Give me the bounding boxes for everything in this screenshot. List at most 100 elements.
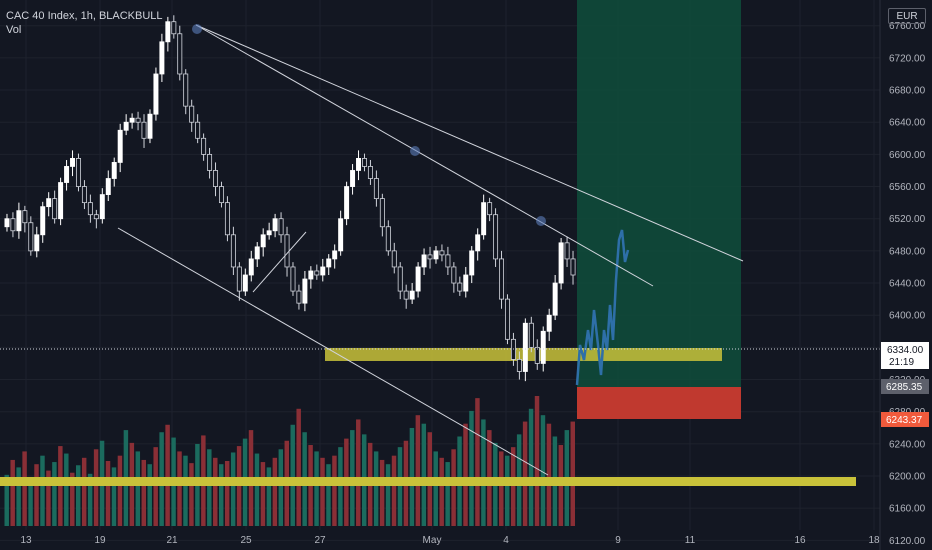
candle <box>302 270 308 312</box>
time-tick-label: 13 <box>20 535 32 546</box>
candle <box>213 162 219 197</box>
volume-bar <box>219 464 224 526</box>
trendline-upper-2[interactable] <box>195 24 654 287</box>
price-axis[interactable]: 6120.006160.006200.006240.006280.006320.… <box>879 0 926 550</box>
volume-bars <box>4 396 575 526</box>
candle <box>70 150 76 177</box>
volume-bar <box>505 455 510 526</box>
volume-bar <box>147 464 152 526</box>
candle <box>34 226 40 258</box>
volume-bar <box>153 447 158 526</box>
candle <box>373 170 379 207</box>
volume-bar <box>260 462 266 526</box>
candle <box>99 188 105 224</box>
candle <box>159 33 165 83</box>
last-price-text: 6334.00 <box>887 345 924 356</box>
candle <box>52 190 58 224</box>
trendline-upper-1[interactable] <box>195 24 744 262</box>
candle <box>534 339 540 370</box>
candle <box>260 228 266 257</box>
candle <box>367 160 373 185</box>
candle <box>457 276 463 296</box>
price-tick-label: 6760.00 <box>889 21 926 32</box>
volume-bar <box>76 465 81 526</box>
candle <box>314 264 320 280</box>
volume-bar <box>40 455 45 526</box>
candle <box>504 294 510 345</box>
candle <box>254 242 260 267</box>
time-tick-label: 19 <box>94 535 106 546</box>
candle <box>10 212 16 238</box>
candle <box>165 16 171 52</box>
candle <box>397 262 403 300</box>
volume-bar <box>236 446 242 526</box>
trend-lines[interactable] <box>117 24 744 476</box>
candle <box>201 133 207 161</box>
candle <box>248 250 254 282</box>
candle <box>338 210 344 256</box>
volume-bar <box>70 472 75 526</box>
candle <box>81 180 87 210</box>
candle <box>421 248 427 275</box>
candle <box>105 170 111 202</box>
volume-bar <box>314 451 319 526</box>
volume-bar <box>165 424 170 526</box>
volume-bar <box>570 421 575 526</box>
volume-bar <box>481 419 486 526</box>
volume-bar <box>177 451 182 526</box>
volume-bar <box>463 423 468 526</box>
candle <box>528 316 534 353</box>
volume-bar <box>469 410 474 526</box>
level-stop-text: 6243.37 <box>886 415 923 426</box>
price-tick-label: 6200.00 <box>889 472 926 483</box>
volume-bar <box>373 451 379 526</box>
long-position-profit-zone[interactable] <box>577 0 741 387</box>
volume-bar <box>135 451 141 526</box>
trendline-short[interactable] <box>252 231 307 293</box>
price-tick-label: 6120.00 <box>889 536 926 547</box>
symbol-title[interactable]: CAC 40 Index, 1h, BLACKBULL <box>6 10 163 22</box>
volume-bar <box>87 473 93 526</box>
volume-bar <box>451 449 456 526</box>
candle <box>493 208 499 267</box>
volume-bar <box>332 455 337 526</box>
volume-bar <box>421 423 427 526</box>
volume-bar <box>28 479 33 526</box>
volume-bar <box>338 447 343 526</box>
price-label-low: 6285.35 <box>881 379 929 394</box>
candle <box>177 25 183 81</box>
currency-badge[interactable]: EUR <box>888 8 926 24</box>
candle <box>28 216 34 256</box>
candle <box>385 220 391 256</box>
volume-bar <box>189 463 194 526</box>
candle <box>558 238 564 290</box>
pivot-marker-1[interactable] <box>192 24 202 34</box>
time-axis[interactable]: 13 19 21 25 27 May 4 9 11 16 18 <box>20 535 880 546</box>
time-tick-label: 16 <box>794 535 806 546</box>
pivot-marker-3[interactable] <box>536 216 546 226</box>
volume-bar <box>111 467 117 526</box>
candle <box>481 194 487 240</box>
candle <box>272 213 278 238</box>
candle <box>93 209 99 229</box>
candle <box>439 244 445 262</box>
pivot-marker-2[interactable] <box>410 146 420 156</box>
candle <box>171 15 177 39</box>
volume-bar <box>64 453 69 526</box>
volume-bar <box>433 451 438 526</box>
trendline-lower[interactable] <box>117 227 549 476</box>
candle <box>409 283 415 304</box>
volume-bar <box>207 449 212 526</box>
volume-indicator-label[interactable]: Vol <box>6 24 22 36</box>
candle <box>344 181 350 226</box>
time-tick-label: 21 <box>166 535 178 546</box>
support-zone-lower[interactable] <box>0 477 856 486</box>
volume-bar <box>183 455 188 526</box>
price-tick-label: 6720.00 <box>889 53 926 64</box>
candle <box>46 192 52 217</box>
candle <box>320 258 326 282</box>
volume-bar <box>290 424 295 526</box>
long-position-stop-zone[interactable] <box>577 387 741 419</box>
price-tick-label: 6520.00 <box>889 214 926 225</box>
